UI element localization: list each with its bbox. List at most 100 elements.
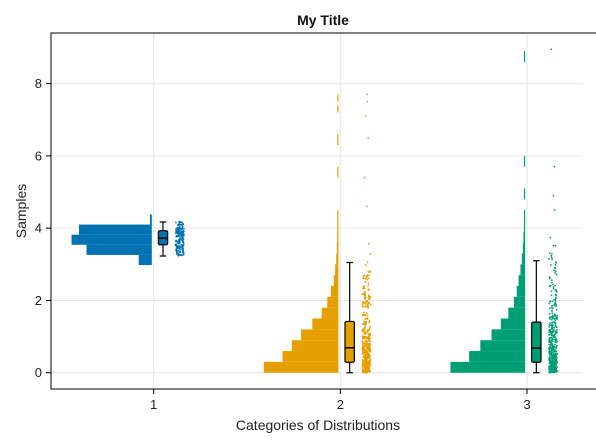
- rain-point: [550, 48, 553, 51]
- rain-point: [554, 319, 557, 322]
- rain-point: [548, 312, 551, 315]
- rain-point: [551, 300, 554, 303]
- rain-point: [554, 339, 557, 342]
- rain-point: [365, 301, 367, 304]
- rain-point: [552, 287, 555, 290]
- rain-point: [555, 347, 557, 349]
- rain-point: [362, 277, 365, 280]
- rain-point: [365, 365, 367, 368]
- rain-point: [178, 221, 180, 223]
- y-tick-label: 2: [35, 293, 42, 308]
- rain-point: [554, 325, 557, 328]
- histogram-bar: [321, 307, 339, 319]
- rain-point: [181, 244, 184, 246]
- rain-point: [367, 343, 370, 346]
- rain-point: [363, 355, 365, 358]
- rain-point: [367, 333, 370, 335]
- rain-point: [552, 330, 555, 333]
- rain-point: [365, 277, 368, 280]
- histogram-bar: [86, 244, 152, 255]
- rain-point: [182, 223, 185, 225]
- rain-point: [549, 322, 552, 325]
- rain-point: [548, 326, 551, 328]
- rain-point: [363, 348, 366, 351]
- rain-point: [366, 363, 369, 366]
- rain-point: [553, 209, 556, 211]
- rain-point: [550, 254, 553, 257]
- x-tick-label: 3: [523, 397, 530, 412]
- rain-point: [369, 325, 372, 328]
- rain-point: [549, 316, 552, 319]
- rain-point: [364, 331, 367, 334]
- rain-point: [555, 305, 557, 307]
- histogram-bar: [523, 210, 526, 221]
- rain-point: [181, 240, 184, 243]
- rain-point: [367, 270, 370, 273]
- rain-point: [550, 349, 553, 352]
- rain-point: [175, 230, 178, 233]
- rain-point: [550, 256, 553, 259]
- rain-point: [367, 304, 370, 307]
- rain-point: [367, 282, 370, 285]
- rain-point: [549, 264, 552, 266]
- rain-point: [551, 369, 554, 372]
- rain-point: [548, 338, 551, 341]
- rain-point: [366, 347, 369, 350]
- x-axis-label: Categories of Distributions: [236, 417, 400, 433]
- rain-point: [556, 365, 559, 368]
- rain-point: [364, 321, 366, 324]
- histogram-bar: [337, 134, 339, 146]
- rain-point: [365, 320, 368, 323]
- rain-point: [552, 352, 555, 355]
- rain-point: [366, 353, 369, 355]
- rain-point: [176, 247, 179, 249]
- rain-point: [181, 225, 184, 227]
- histogram-bar: [480, 340, 526, 352]
- rain-point: [367, 136, 370, 139]
- rain-point: [364, 302, 366, 305]
- rain-point: [548, 323, 551, 326]
- histogram-bar: [522, 242, 526, 254]
- rain-point: [180, 253, 183, 256]
- histogram-bar: [263, 361, 339, 373]
- y-tick-label: 0: [35, 365, 42, 380]
- histogram-bar: [336, 242, 339, 254]
- rain-point: [555, 290, 558, 293]
- rain-point: [179, 234, 182, 237]
- rain-point: [369, 271, 372, 274]
- rain-point: [178, 241, 181, 243]
- rain-point: [368, 298, 370, 300]
- rain-point: [182, 249, 184, 252]
- rain-point: [551, 331, 554, 334]
- rain-point: [361, 303, 364, 306]
- rain-point: [181, 230, 184, 233]
- series-group-2: [263, 93, 372, 374]
- rain-point: [554, 349, 556, 352]
- rain-point: [366, 100, 369, 103]
- rain-point: [553, 371, 556, 374]
- rain-point: [548, 337, 551, 339]
- rain-point: [177, 252, 180, 255]
- rain-point: [552, 320, 555, 323]
- rain-point: [555, 338, 557, 340]
- rain-point: [369, 343, 372, 346]
- y-axis-label: Samples: [13, 184, 29, 238]
- rain-point: [362, 314, 365, 317]
- rain-point: [365, 349, 368, 352]
- rain-point: [548, 348, 551, 351]
- rain-point: [366, 274, 369, 277]
- rain-point: [554, 357, 557, 360]
- rain-point: [365, 342, 368, 345]
- rain-point: [549, 328, 552, 331]
- histogram-bar: [500, 318, 526, 330]
- rain-point: [177, 224, 179, 227]
- histogram-bar: [523, 188, 526, 200]
- rain-point: [548, 317, 551, 320]
- rain-point: [369, 332, 371, 335]
- rain-point: [177, 249, 180, 252]
- y-tick-label: 4: [35, 221, 42, 236]
- rain-point: [368, 356, 371, 359]
- histogram-bar: [491, 329, 526, 341]
- rain-point: [364, 366, 366, 369]
- rain-point: [364, 323, 367, 326]
